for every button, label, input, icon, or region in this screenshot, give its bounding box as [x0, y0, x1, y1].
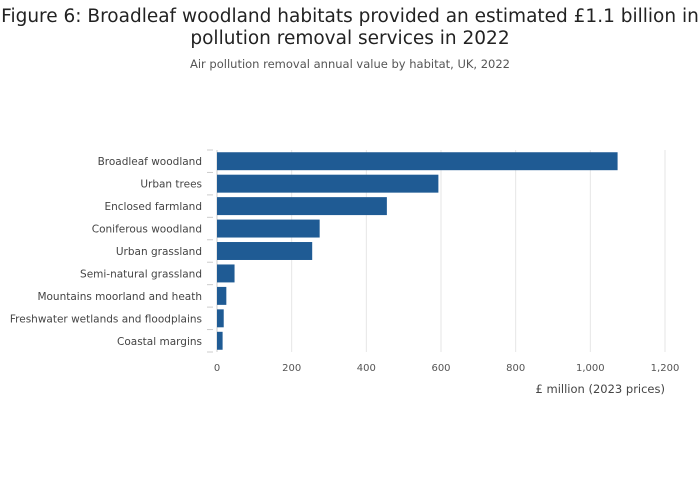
x-axis-title: £ million (2023 prices) [536, 382, 665, 396]
chart-title: Figure 6: Broadleaf woodland habitats pr… [1, 6, 699, 49]
category-label: Enclosed farmland [105, 201, 203, 213]
x-tick-label: 1,000 [576, 363, 605, 374]
bar[interactable] [217, 264, 235, 283]
chart-subtitle: Air pollution removal annual value by ha… [189, 57, 511, 71]
bar[interactable] [217, 286, 227, 305]
x-tick-label: 800 [506, 363, 525, 374]
x-tick-label: 600 [431, 363, 450, 374]
category-label: Mountains moorland and heath [37, 291, 202, 303]
bar[interactable] [217, 219, 320, 238]
bar[interactable] [217, 331, 223, 350]
bar[interactable] [217, 152, 618, 171]
category-label: Broadleaf woodland [98, 156, 202, 168]
x-tick-label: 1,200 [651, 363, 680, 374]
category-label: Coniferous woodland [92, 224, 202, 236]
category-label: Freshwater wetlands and floodplains [10, 313, 202, 325]
category-label: Urban trees [140, 179, 202, 191]
category-label: Urban grassland [116, 246, 202, 258]
category-label: Coastal margins [117, 336, 202, 348]
bars [217, 152, 618, 350]
y-axis-labels: Broadleaf woodland Urban trees Enclosed fa… [10, 149, 213, 353]
x-tick-label: 200 [282, 363, 301, 374]
bar[interactable] [217, 309, 224, 328]
x-tick-label: 0 [214, 363, 220, 374]
category-label: Semi-natural grassland [80, 268, 202, 280]
bar[interactable] [217, 242, 313, 260]
x-tick-label: 400 [357, 363, 376, 374]
x-axis-labels: 0 200 400 600 800 1,000 1,200 [214, 363, 680, 374]
bar[interactable] [217, 174, 439, 193]
bar[interactable] [217, 197, 387, 216]
